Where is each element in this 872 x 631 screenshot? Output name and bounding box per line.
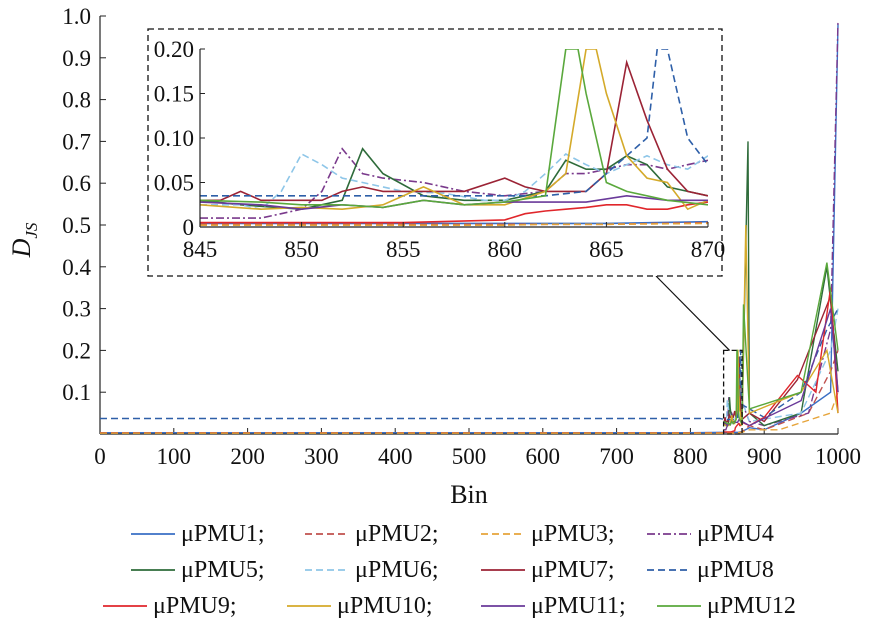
legend-label: μPMU12 bbox=[707, 593, 796, 619]
y-tick-label: 0.4 bbox=[62, 255, 91, 280]
series-line-μPMU12 bbox=[723, 262, 839, 426]
x-tick-label: 300 bbox=[304, 444, 339, 469]
legend-label: μPMU11; bbox=[531, 593, 626, 619]
y-tick-label: 0.2 bbox=[62, 338, 91, 363]
inset-x-tick-label: 850 bbox=[284, 237, 319, 262]
zoom-connector-line bbox=[655, 275, 731, 351]
zoom-region-box bbox=[722, 349, 743, 435]
legend-item-μPMU9: μPMU9; bbox=[103, 593, 237, 619]
legend-item-μPMU2: μPMU2; bbox=[305, 521, 439, 547]
legend-label: μPMU10; bbox=[337, 593, 433, 619]
legend-item-μPMU3: μPMU3; bbox=[481, 521, 615, 547]
legend-label: μPMU9; bbox=[153, 593, 237, 619]
y-tick-label: 0.8 bbox=[62, 88, 91, 113]
inset-y-tick-label: 0.20 bbox=[154, 37, 194, 62]
y-tick-label: 1.0 bbox=[62, 4, 91, 29]
series-line-μPMU3 bbox=[100, 391, 839, 434]
inset-plot-lines bbox=[200, 49, 708, 226]
legend-item-μPMU1: μPMU1; bbox=[131, 521, 265, 547]
series-line-μPMU8 bbox=[100, 308, 839, 421]
legend-label: μPMU8 bbox=[697, 557, 774, 583]
y-tick-label: 0.7 bbox=[62, 129, 91, 154]
inset-y-tick-label: 0 bbox=[183, 215, 195, 240]
x-tick-label: 900 bbox=[747, 444, 782, 469]
x-tick-label: 600 bbox=[526, 444, 561, 469]
y-tick-label: 0.9 bbox=[62, 46, 91, 71]
inset-series-line-μPMU10 bbox=[200, 49, 708, 211]
legend-item-μPMU12: μPMU12 bbox=[657, 593, 796, 619]
inset-x-tick-label: 865 bbox=[589, 237, 624, 262]
inset-y-tick-label: 0.15 bbox=[154, 82, 194, 107]
y-axis-title-subscript: JS bbox=[22, 222, 41, 239]
inset-series-line-μPMU9 bbox=[200, 201, 708, 224]
legend-label: μPMU4 bbox=[697, 521, 774, 547]
inset-x-tick-label: 845 bbox=[183, 237, 218, 262]
main-axes: 0 100 200 300 400 500 600 700 800 900 1000 0.1 0.2 0.… bbox=[62, 4, 861, 469]
x-tick-label: 800 bbox=[673, 444, 708, 469]
legend: μPMU1; μPMU2; μPMU3; μPMU4 μPMU5; μPMU6; μPMU7… bbox=[103, 521, 796, 619]
axis-titles: Bin DJS bbox=[7, 222, 488, 509]
inset-series-line-μPMU7 bbox=[200, 59, 708, 202]
inset-plot: 845 850 855 860 865 870 0 0.05 0.10 0.15 0.20 bbox=[147, 28, 726, 277]
inset-y-tick-label: 0.10 bbox=[154, 126, 194, 151]
inset-series-line-μPMU3 bbox=[200, 222, 708, 226]
y-axis-title: DJS bbox=[7, 222, 41, 258]
legend-item-μPMU4: μPMU4 bbox=[647, 521, 774, 547]
x-tick-label: 1000 bbox=[815, 444, 861, 469]
y-tick-label: 0.6 bbox=[62, 171, 91, 196]
legend-label: μPMU7; bbox=[531, 557, 615, 583]
y-tick-label: 0.3 bbox=[62, 297, 91, 322]
x-tick-label: 400 bbox=[378, 444, 413, 469]
legend-item-μPMU7: μPMU7; bbox=[481, 557, 615, 583]
x-tick-label: 0 bbox=[94, 444, 106, 469]
series-line-μPMU9 bbox=[723, 287, 839, 433]
inset-frame bbox=[147, 28, 723, 277]
inset-series-line-μPMU6 bbox=[200, 152, 708, 211]
legend-label: μPMU2; bbox=[355, 521, 439, 547]
x-tick-label: 200 bbox=[230, 444, 265, 469]
x-axis-title: Bin bbox=[450, 480, 488, 509]
inset-series-line-μPMU12 bbox=[200, 49, 708, 209]
legend-item-μPMU11: μPMU11; bbox=[481, 593, 626, 619]
inset-x-tick-label: 855 bbox=[386, 237, 421, 262]
legend-label: μPMU5; bbox=[181, 557, 265, 583]
legend-item-μPMU5: μPMU5; bbox=[131, 557, 265, 583]
zoom-guides bbox=[655, 275, 743, 435]
inset-x-tick-label: 870 bbox=[691, 237, 726, 262]
y-tick-label: 0.5 bbox=[62, 213, 91, 238]
legend-item-μPMU6: μPMU6; bbox=[305, 557, 439, 583]
legend-label: μPMU3; bbox=[531, 521, 615, 547]
legend-item-μPMU10: μPMU10; bbox=[287, 593, 433, 619]
x-tick-label: 100 bbox=[157, 444, 192, 469]
inset-x-tick-label: 860 bbox=[488, 237, 523, 262]
inset-y-tick-label: 0.05 bbox=[154, 171, 194, 196]
y-axis-title-main: D bbox=[7, 238, 36, 258]
legend-label: μPMU1; bbox=[181, 521, 265, 547]
legend-label: μPMU6; bbox=[355, 557, 439, 583]
legend-item-μPMU8: μPMU8 bbox=[647, 557, 774, 583]
x-tick-label: 500 bbox=[452, 444, 487, 469]
y-tick-label: 0.1 bbox=[62, 380, 91, 405]
x-tick-label: 700 bbox=[599, 444, 634, 469]
